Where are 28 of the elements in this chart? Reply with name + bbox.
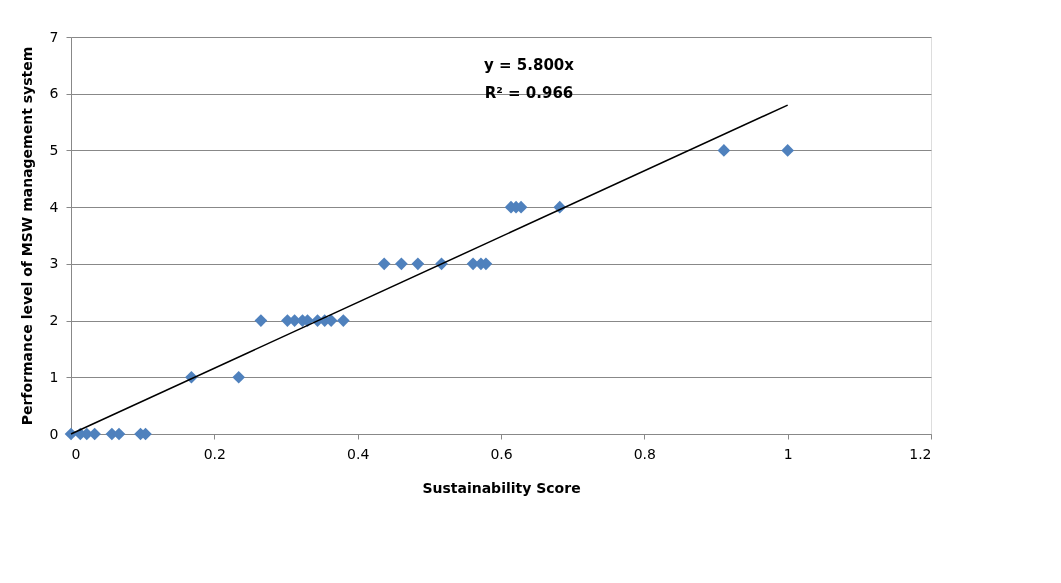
point bbox=[395, 257, 408, 271]
point bbox=[411, 257, 425, 271]
y-tick-label: 3 bbox=[49, 255, 59, 272]
y-axis-title: Performance level of MSW management system bbox=[18, 46, 35, 426]
x-tick-label: 0 bbox=[71, 445, 81, 462]
point bbox=[254, 314, 268, 327]
x-tick-label: 0.8 bbox=[633, 445, 656, 462]
x-tick-label: 1 bbox=[783, 445, 793, 462]
point bbox=[781, 144, 794, 157]
y-tick-label: 1 bbox=[49, 368, 59, 385]
x-tick-label: 0.4 bbox=[347, 445, 370, 462]
annotation: y = 5.800x bbox=[484, 56, 575, 74]
x-tick-label: 0.2 bbox=[203, 445, 226, 462]
x-tick-label: 1.2 bbox=[909, 445, 932, 462]
point bbox=[337, 314, 350, 327]
y-tick-label: 7 bbox=[49, 28, 59, 45]
y-tick-label: 5 bbox=[49, 141, 59, 158]
y-tick-label: 0 bbox=[49, 425, 59, 442]
x-axis-title: Sustainability Score bbox=[422, 479, 581, 496]
point bbox=[717, 144, 731, 157]
point bbox=[377, 257, 391, 271]
y-tick-label: 2 bbox=[49, 312, 59, 329]
annotation: R² = 0.966 bbox=[484, 84, 574, 102]
point bbox=[88, 427, 101, 441]
y-tick-label: 6 bbox=[49, 85, 59, 102]
point bbox=[232, 370, 246, 384]
x-tick-label: 0.6 bbox=[490, 445, 513, 462]
y-tick-label: 4 bbox=[49, 198, 59, 215]
